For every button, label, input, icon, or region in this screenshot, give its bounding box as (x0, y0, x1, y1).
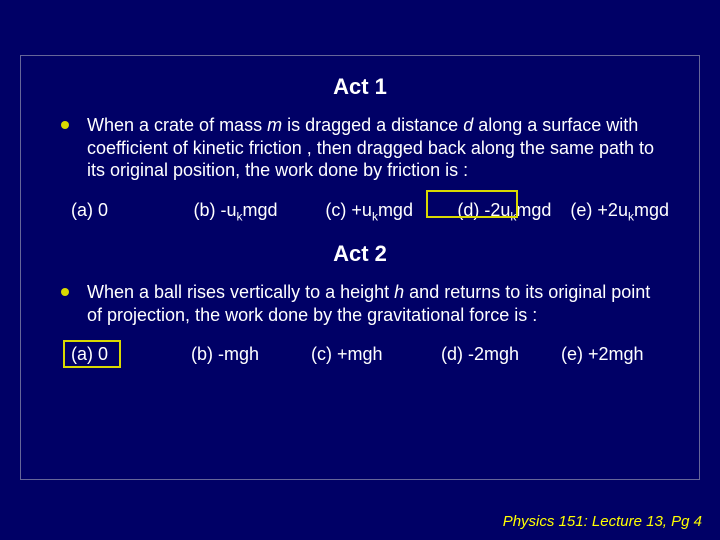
text: is dragged a distance (282, 115, 463, 135)
act2-answers: (a) 0 (b) -mgh (c) +mgh (d) -2mgh (e) +2… (61, 344, 669, 365)
var-d: d (463, 115, 473, 135)
text: When a ball rises vertically to a height (87, 282, 394, 302)
bullet-icon (61, 288, 69, 296)
act2-title: Act 2 (21, 241, 699, 267)
answer-d: (d) -2ukmgd (457, 200, 570, 224)
answer-e: (e) +2mgh (561, 344, 644, 365)
act2-block: When a ball rises vertically to a height… (21, 281, 699, 365)
act2-question-row: When a ball rises vertically to a height… (61, 281, 669, 326)
bullet-icon (61, 121, 69, 129)
text: mgd (516, 200, 551, 220)
act1-question-row: When a crate of mass m is dragged a dist… (61, 114, 669, 182)
answer-e: (e) +2ukmgd (570, 200, 669, 224)
act1-question: When a crate of mass m is dragged a dist… (87, 114, 669, 182)
answer-b: (b) -mgh (191, 344, 311, 365)
text: (b) -u (194, 200, 237, 220)
text: When a crate of mass (87, 115, 267, 135)
act1-answers: (a) 0 (b) -ukmgd (c) +ukmgd (d) -2ukmgd … (61, 200, 669, 224)
var-h: h (394, 282, 404, 302)
act1-title: Act 1 (21, 74, 699, 100)
answer-c: (c) +ukmgd (325, 200, 457, 224)
text: mgd (378, 200, 413, 220)
text: (d) -2u (457, 200, 510, 220)
answer-a: (a) 0 (71, 344, 191, 365)
answer-a: (a) 0 (71, 200, 194, 224)
text: mgd (634, 200, 669, 220)
slide-frame: Act 1 When a crate of mass m is dragged … (20, 55, 700, 480)
text: (c) +u (325, 200, 372, 220)
text: (e) +2u (570, 200, 628, 220)
text: mgd (243, 200, 278, 220)
act2-question: When a ball rises vertically to a height… (87, 281, 669, 326)
act1-block: When a crate of mass m is dragged a dist… (21, 114, 699, 223)
answer-d: (d) -2mgh (441, 344, 561, 365)
slide-footer: Physics 151: Lecture 13, Pg 4 (503, 513, 702, 530)
answer-c: (c) +mgh (311, 344, 441, 365)
answer-b: (b) -ukmgd (194, 200, 326, 224)
var-m: m (267, 115, 282, 135)
